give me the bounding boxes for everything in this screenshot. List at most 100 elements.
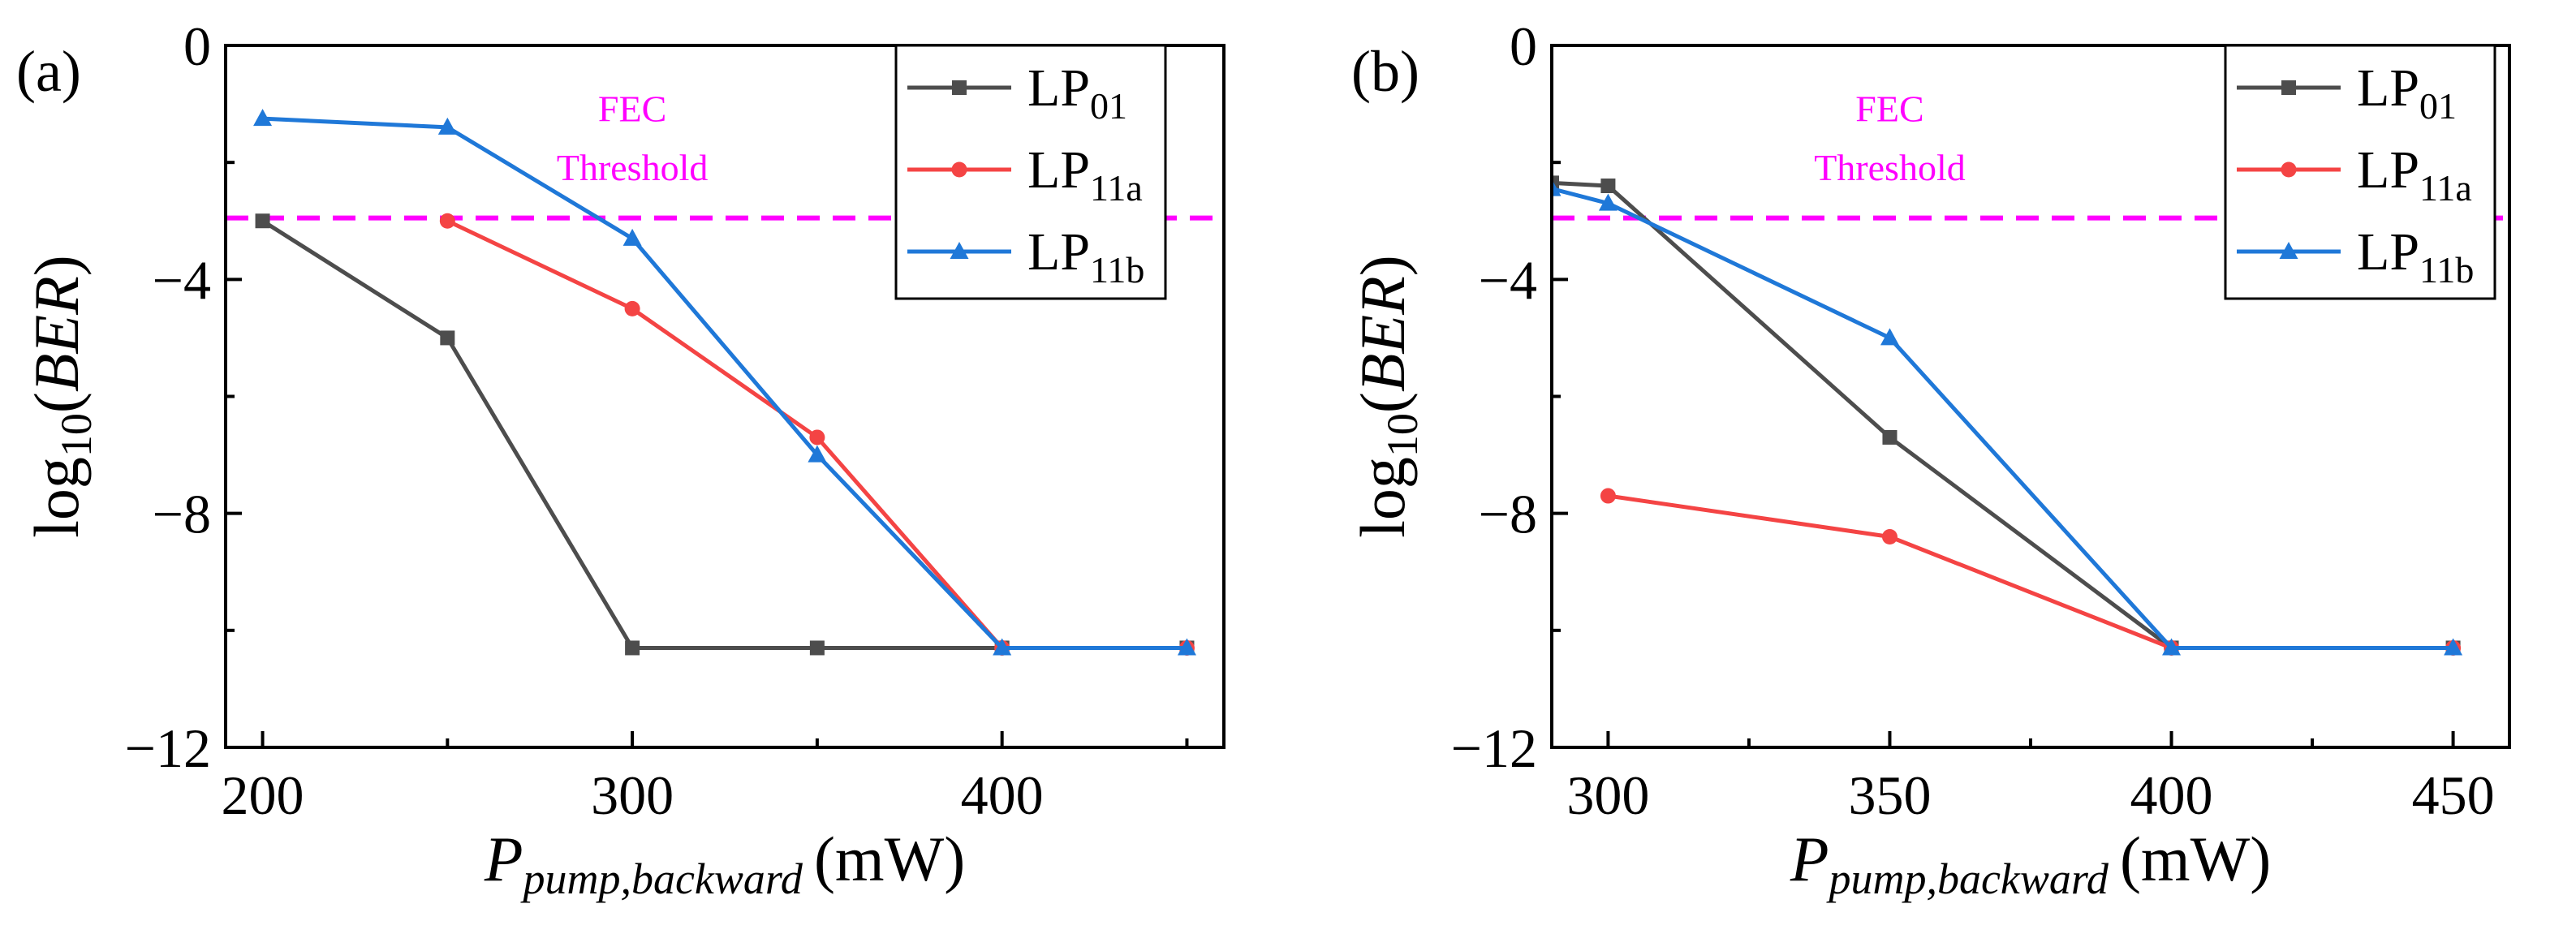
y-axis-label-sub: 10 (1378, 413, 1427, 457)
y-tick-label-text: −4 (1479, 249, 1537, 311)
legend-label-main: LP (1027, 222, 1090, 282)
data-point (255, 213, 270, 229)
legend-marker (2281, 80, 2296, 95)
y-tick-label: −12 (1451, 717, 1537, 779)
x-tick-label: 300 (1566, 764, 1649, 826)
y-axis-label-close: ) (21, 255, 92, 276)
legend-label-main: LP (2357, 140, 2419, 200)
data-point (440, 330, 455, 346)
data-point (1177, 638, 1196, 656)
data-point (2444, 638, 2463, 656)
fec-threshold-label: FEC (1855, 88, 1923, 130)
y-tick-label-text: −8 (153, 484, 211, 545)
x-axis-label-sub: pump,backward (519, 854, 803, 903)
x-tick-label-text: 200 (222, 764, 304, 826)
panel-label: (b) (1351, 39, 1419, 104)
data-point (253, 109, 273, 127)
x-tick-label: 200 (222, 764, 304, 826)
data-point (808, 445, 827, 463)
x-axis-label-main: P (1790, 824, 1829, 894)
legend-entry-LP11b: LP11b (907, 222, 1144, 291)
y-tick-label-text: 0 (1510, 15, 1537, 77)
y-tick-label: −8 (153, 484, 211, 545)
legend-marker (950, 242, 969, 259)
x-tick-label-text: 300 (591, 764, 674, 826)
data-point (1600, 488, 1616, 504)
legend-entry-LP01: LP01 (2237, 58, 2457, 127)
fec-threshold-label-line: FEC (1855, 88, 1923, 130)
legend-label: LP11b (2357, 222, 2474, 291)
legend-label-sub: 11b (2419, 249, 2474, 291)
x-axis-label-unit: (mW) (2120, 824, 2271, 894)
x-axis-label-main: P (484, 824, 523, 894)
y-axis-label: log10(BER) (1347, 255, 1427, 538)
legend-marker (2279, 242, 2298, 259)
y-tick-label-text: −8 (1479, 484, 1537, 545)
legend-label-main: LP (2357, 222, 2419, 282)
panel-b: (b) FEC Threshold 0 −4 −8 −12 300 350 400 450 Ppump… (1347, 15, 2511, 903)
panel-label-text: (b) (1351, 39, 1419, 104)
data-point (1552, 175, 1559, 191)
legend-label-main: LP (1027, 58, 1090, 118)
legend-label-sub: 11a (2419, 167, 2472, 209)
fec-threshold-label-line: Threshold (1814, 147, 1966, 188)
fec-threshold-label-line: FEC (598, 88, 666, 130)
x-tick-label: 400 (961, 764, 1044, 826)
x-tick-label: 350 (1848, 764, 1931, 826)
y-tick-label: −12 (125, 717, 211, 779)
y-tick-label: −4 (153, 249, 211, 311)
y-tick-label-text: −12 (1451, 717, 1537, 779)
y-axis-label-pre: log (21, 457, 92, 538)
legend-label: LP01 (1027, 58, 1127, 127)
data-point (1552, 179, 1562, 196)
data-point (622, 228, 642, 246)
x-axis-label: Ppump,backward (mW) (1790, 824, 2271, 903)
x-tick-label: 300 (591, 764, 674, 826)
fec-threshold-label: Threshold (1814, 147, 1966, 188)
series-LP11b (1552, 179, 2463, 656)
legend-entry-LP01: LP01 (907, 58, 1127, 127)
fec-threshold-label: FEC (598, 88, 666, 130)
data-point (625, 640, 640, 656)
legend-marker (951, 161, 967, 178)
legend-label-main: LP (2357, 58, 2419, 118)
legend-marker (2281, 161, 2297, 178)
fec-threshold-label: Threshold (557, 147, 709, 188)
fec-threshold-label-line: Threshold (557, 147, 709, 188)
y-axis-label: log10(BER) (21, 255, 101, 538)
data-point (624, 300, 640, 316)
legend-label-sub: 01 (2419, 85, 2457, 127)
data-point (1881, 529, 1898, 544)
y-axis-label-italic: BER (21, 276, 92, 392)
x-axis-label: Ppump,backward (mW) (484, 824, 965, 903)
x-axis-label-sub: pump,backward (1825, 854, 2109, 903)
legend-entry-LP11b: LP11b (2237, 222, 2474, 291)
y-axis-label-open: ( (1347, 392, 1418, 413)
panel-label: (a) (16, 39, 81, 104)
data-point (809, 640, 825, 656)
legend-label: LP11b (1027, 222, 1144, 291)
y-axis-label-italic: BER (1347, 276, 1418, 392)
legend-label-sub: 11b (1090, 249, 1144, 291)
y-tick-label-text: 0 (183, 15, 211, 77)
x-tick-label: 400 (2130, 764, 2213, 826)
legend-entry-LP11a: LP11a (907, 140, 1143, 209)
legend-marker (952, 80, 967, 95)
y-axis-label-pre: log (1347, 457, 1418, 538)
y-axis-label-close: ) (1347, 255, 1418, 276)
legend-label-main: LP (1027, 140, 1090, 200)
data-point (1880, 328, 1899, 346)
data-point (809, 429, 825, 445)
series-LP11b (253, 109, 1196, 656)
data-point (437, 117, 457, 135)
data-point (993, 638, 1012, 656)
x-tick-label-text: 300 (1566, 764, 1649, 826)
y-axis-label-sub: 10 (52, 413, 101, 457)
data-point (1598, 193, 1618, 211)
x-tick-label-text: 350 (1848, 764, 1931, 826)
